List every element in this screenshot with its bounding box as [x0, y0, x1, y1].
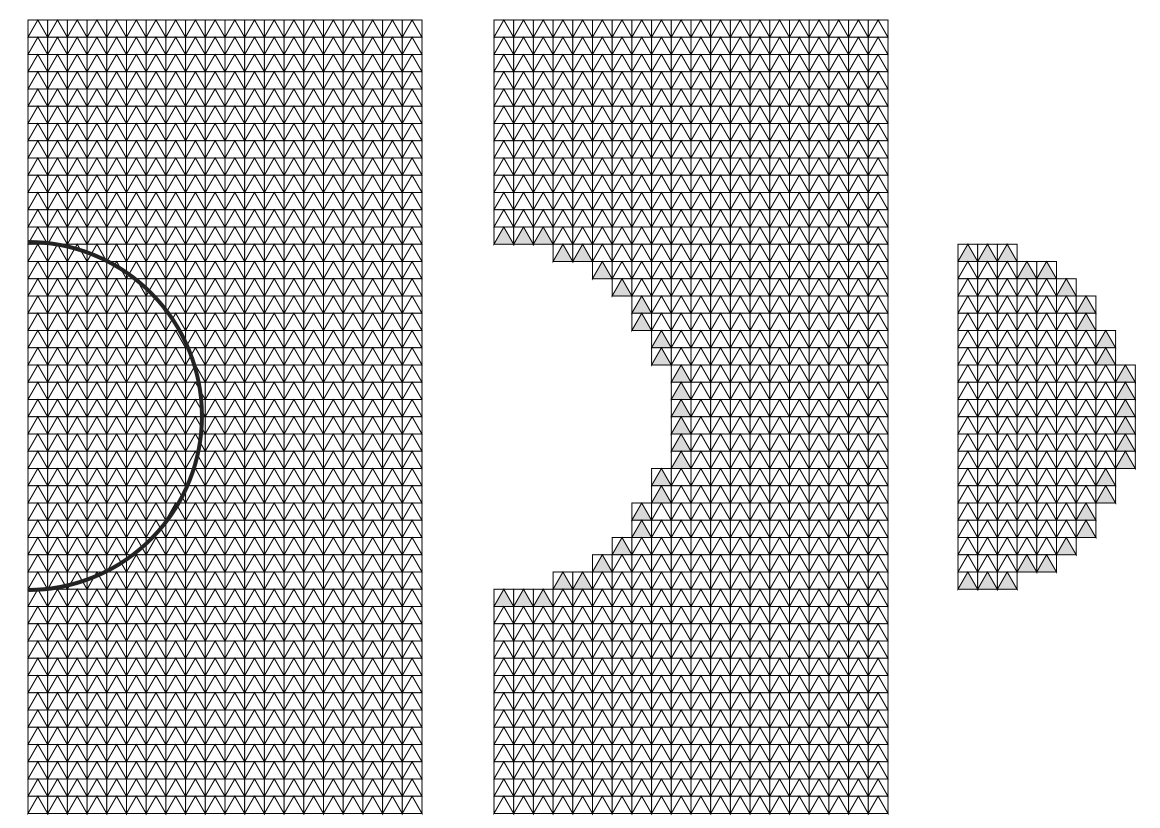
full-mesh-panel: [28, 20, 422, 814]
outer-mesh-panel: [494, 20, 888, 814]
